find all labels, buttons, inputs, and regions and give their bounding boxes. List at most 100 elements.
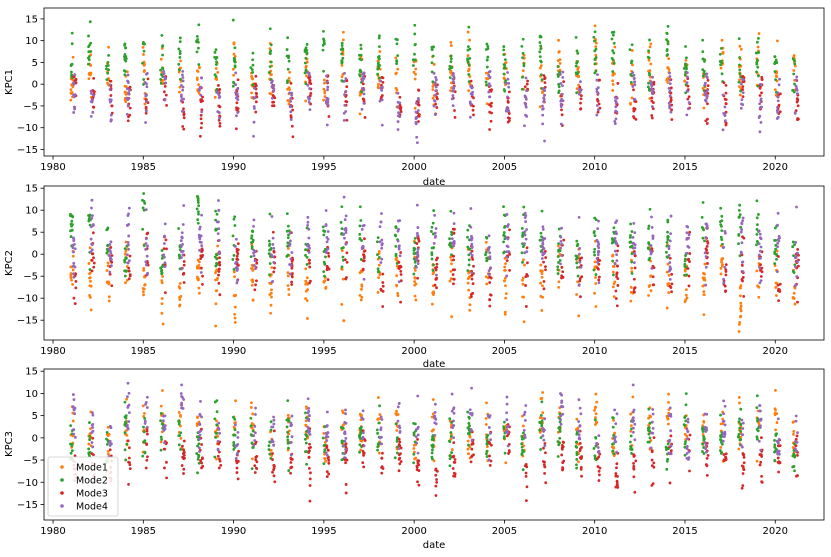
point-mode1 — [125, 397, 129, 401]
point-mode3 — [291, 108, 295, 112]
point-mode3 — [469, 295, 473, 299]
point-mode4 — [685, 81, 689, 85]
point-mode2 — [305, 263, 309, 266]
point-mode2 — [305, 434, 309, 438]
point-mode1 — [414, 282, 418, 286]
point-mode2 — [664, 445, 668, 449]
point-mode2 — [358, 74, 362, 78]
point-mode4 — [252, 105, 256, 108]
point-mode3 — [399, 273, 403, 276]
point-mode3 — [542, 446, 545, 450]
point-mode3 — [361, 461, 365, 464]
point-mode4 — [740, 241, 744, 245]
point-mode2 — [178, 68, 181, 72]
point-mode4 — [651, 426, 655, 430]
point-mode4 — [198, 248, 201, 252]
point-mode4 — [181, 79, 185, 83]
point-mode2 — [123, 415, 127, 419]
point-mode3 — [704, 247, 708, 251]
point-mode2 — [322, 260, 326, 264]
point-mode2 — [232, 268, 236, 271]
point-mode4 — [687, 450, 691, 454]
point-mode1 — [594, 423, 597, 426]
point-mode4 — [270, 425, 274, 429]
point-mode3 — [198, 134, 202, 138]
point-mode1 — [69, 272, 73, 275]
point-mode4 — [559, 235, 563, 239]
point-mode2 — [322, 250, 326, 254]
point-mode2 — [286, 67, 290, 71]
point-mode2 — [793, 62, 797, 66]
point-mode4 — [777, 83, 781, 87]
point-mode2 — [413, 237, 417, 240]
point-mode4 — [362, 101, 366, 105]
point-mode4 — [757, 253, 761, 257]
point-mode4 — [739, 230, 743, 234]
point-mode4 — [633, 77, 636, 80]
point-mode1 — [287, 287, 291, 291]
point-mode4 — [687, 457, 690, 461]
point-mode2 — [87, 50, 91, 54]
point-mode4 — [217, 111, 221, 114]
point-mode1 — [739, 284, 743, 287]
point-mode2 — [233, 417, 237, 421]
point-mode4 — [162, 253, 165, 257]
y-tick-label: −10 — [17, 294, 38, 305]
point-mode2 — [358, 436, 362, 440]
point-mode4 — [560, 254, 564, 257]
point-mode4 — [434, 89, 438, 93]
point-mode4 — [595, 78, 599, 82]
point-mode3 — [217, 281, 221, 285]
point-mode4 — [470, 412, 474, 415]
point-mode1 — [594, 412, 598, 416]
point-mode3 — [741, 95, 745, 98]
point-mode1 — [177, 411, 181, 414]
point-mode2 — [593, 247, 597, 251]
point-mode4 — [380, 98, 384, 102]
point-mode4 — [182, 204, 186, 207]
point-mode2 — [322, 462, 326, 466]
point-mode1 — [792, 430, 796, 433]
point-mode4 — [578, 252, 581, 256]
point-mode3 — [542, 287, 546, 291]
point-mode4 — [686, 437, 689, 441]
point-mode1 — [324, 285, 328, 289]
point-mode1 — [413, 77, 417, 81]
point-mode2 — [107, 68, 110, 72]
point-mode1 — [378, 273, 382, 277]
point-mode1 — [231, 67, 235, 71]
point-mode2 — [503, 420, 506, 424]
point-mode1 — [341, 50, 345, 54]
point-mode3 — [273, 96, 277, 100]
point-mode1 — [215, 419, 218, 423]
point-mode4 — [452, 406, 456, 410]
point-mode1 — [196, 266, 199, 270]
point-mode2 — [143, 450, 147, 454]
point-mode2 — [413, 23, 417, 27]
point-mode4 — [89, 89, 93, 93]
point-mode1 — [197, 91, 201, 95]
point-mode2 — [468, 424, 471, 428]
point-mode2 — [413, 247, 417, 251]
point-mode2 — [231, 18, 235, 22]
point-mode2 — [467, 415, 471, 419]
point-mode4 — [126, 395, 129, 398]
point-mode4 — [705, 72, 709, 76]
point-mode2 — [719, 63, 722, 67]
point-mode2 — [756, 417, 760, 421]
point-mode1 — [342, 319, 346, 323]
point-mode4 — [414, 435, 418, 439]
point-mode2 — [755, 216, 759, 220]
point-mode2 — [359, 258, 363, 261]
point-mode2 — [610, 237, 614, 240]
point-mode2 — [268, 452, 272, 456]
point-mode1 — [431, 412, 435, 416]
point-mode3 — [524, 305, 528, 308]
point-mode1 — [215, 268, 219, 272]
point-mode2 — [233, 215, 237, 219]
point-mode2 — [719, 438, 722, 442]
point-mode3 — [470, 454, 474, 458]
point-mode1 — [142, 412, 146, 415]
point-mode3 — [506, 116, 510, 120]
point-mode3 — [435, 469, 439, 473]
